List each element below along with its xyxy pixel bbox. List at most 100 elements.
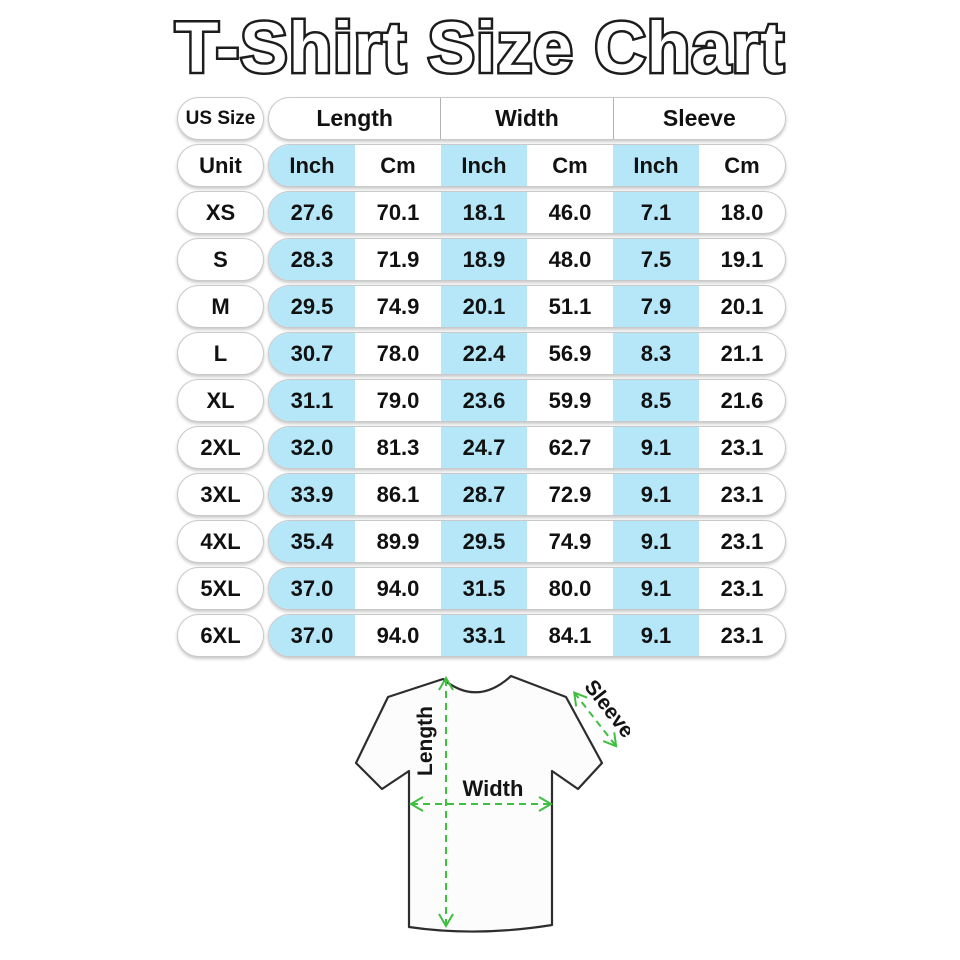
cell: 94.0 xyxy=(376,575,420,601)
cell: 33.1 xyxy=(441,615,527,656)
cell: 20.1 xyxy=(441,286,527,327)
length-label: Length xyxy=(414,706,437,776)
cell: 27.6 xyxy=(269,192,355,233)
cell: 9.1 xyxy=(613,427,699,468)
cell: 23.1 xyxy=(720,528,764,554)
cell: 23.1 xyxy=(720,622,764,648)
cell: 9.1 xyxy=(613,568,699,609)
cell: 9.1 xyxy=(613,474,699,515)
cell: 9.1 xyxy=(613,521,699,562)
table-row: L 30.7 78.0 22.4 56.9 8.3 21.1 xyxy=(177,332,786,375)
unit-cell: Cm xyxy=(552,152,588,178)
table-row: 4XL 35.4 89.9 29.5 74.9 9.1 23.1 xyxy=(177,520,786,563)
cell: 56.9 xyxy=(548,340,592,366)
cell: 62.7 xyxy=(548,434,592,460)
table-row: 6XL 37.0 94.0 33.1 84.1 9.1 23.1 xyxy=(177,614,786,657)
tshirt-diagram: Length Width Sleeve xyxy=(354,674,630,933)
table-row: 2XL 32.0 81.3 24.7 62.7 9.1 23.1 xyxy=(177,426,786,469)
cell: 31.1 xyxy=(269,380,355,421)
value-pill: 37.0 94.0 31.5 80.0 9.1 23.1 xyxy=(268,567,786,610)
group-label-length: Length xyxy=(316,105,393,131)
cell: 46.0 xyxy=(548,199,592,225)
size-label: M xyxy=(177,285,264,328)
cell: 70.1 xyxy=(376,199,420,225)
unit-cell: Inch xyxy=(269,145,355,186)
unit-cell: Inch xyxy=(613,145,699,186)
size-label: S xyxy=(177,238,264,281)
cell: 18.0 xyxy=(720,199,764,225)
size-label: XL xyxy=(177,379,264,422)
title-banner: T-Shirt Size Chart xyxy=(173,7,787,91)
tshirt-outline xyxy=(354,674,604,933)
width-label: Width xyxy=(463,776,524,801)
cell: 7.9 xyxy=(613,286,699,327)
cell: 35.4 xyxy=(269,521,355,562)
cell: 24.7 xyxy=(441,427,527,468)
width-arrow xyxy=(409,796,553,812)
cell: 20.1 xyxy=(720,293,764,319)
cell: 84.1 xyxy=(548,622,592,648)
cell: 59.9 xyxy=(548,387,592,413)
cell: 21.1 xyxy=(720,340,764,366)
cell: 78.0 xyxy=(376,340,420,366)
value-pill: 32.0 81.3 24.7 62.7 9.1 23.1 xyxy=(268,426,786,469)
cell: 29.5 xyxy=(441,521,527,562)
size-label: 2XL xyxy=(177,426,264,469)
value-pill: 28.3 71.9 18.9 48.0 7.5 19.1 xyxy=(268,238,786,281)
group-label-width: Width xyxy=(440,98,612,139)
unit-cells-pill: Inch Cm Inch Cm Inch Cm xyxy=(268,144,786,187)
table-row: XS 27.6 70.1 18.1 46.0 7.1 18.0 xyxy=(177,191,786,234)
cell: 51.1 xyxy=(548,293,592,319)
sleeve-arrow xyxy=(573,691,618,748)
cell: 80.0 xyxy=(548,575,592,601)
cell: 28.3 xyxy=(269,239,355,280)
size-label: 4XL xyxy=(177,520,264,563)
unit-label-pill: Unit xyxy=(177,144,264,187)
cell: 19.1 xyxy=(720,246,764,272)
cell: 30.7 xyxy=(269,333,355,374)
cell: 21.6 xyxy=(720,387,764,413)
cell: 8.3 xyxy=(613,333,699,374)
cell: 74.9 xyxy=(548,528,592,554)
cell: 81.3 xyxy=(376,434,420,460)
cell: 94.0 xyxy=(376,622,420,648)
cell: 28.7 xyxy=(441,474,527,515)
table-row: 5XL 37.0 94.0 31.5 80.0 9.1 23.1 xyxy=(177,567,786,610)
size-label: 5XL xyxy=(177,567,264,610)
cell: 32.0 xyxy=(269,427,355,468)
value-pill: 33.9 86.1 28.7 72.9 9.1 23.1 xyxy=(268,473,786,516)
size-label: 3XL xyxy=(177,473,264,516)
group-header-pill: Length Width Sleeve xyxy=(268,97,786,140)
unit-cell: Cm xyxy=(724,152,760,178)
value-pill: 27.6 70.1 18.1 46.0 7.1 18.0 xyxy=(268,191,786,234)
table-header-row: US Size Length Width Sleeve xyxy=(177,97,786,140)
cell: 7.5 xyxy=(613,239,699,280)
cell: 9.1 xyxy=(613,615,699,656)
cell: 37.0 xyxy=(269,615,355,656)
cell: 23.1 xyxy=(720,481,764,507)
cell: 72.9 xyxy=(548,481,592,507)
length-arrow xyxy=(438,676,454,928)
cell: 7.1 xyxy=(613,192,699,233)
group-label-sleeve: Sleeve xyxy=(612,98,785,139)
table-row: 3XL 33.9 86.1 28.7 72.9 9.1 23.1 xyxy=(177,473,786,516)
cell: 37.0 xyxy=(269,568,355,609)
size-label: XS xyxy=(177,191,264,234)
cell: 79.0 xyxy=(376,387,420,413)
cell: 71.9 xyxy=(376,246,420,272)
cell: 23.1 xyxy=(720,434,764,460)
unit-cell: Inch xyxy=(441,145,527,186)
cell: 22.4 xyxy=(441,333,527,374)
cell: 23.1 xyxy=(720,575,764,601)
corner-header-pill: US Size xyxy=(177,97,264,140)
value-pill: 37.0 94.0 33.1 84.1 9.1 23.1 xyxy=(268,614,786,657)
value-pill: 29.5 74.9 20.1 51.1 7.9 20.1 xyxy=(268,285,786,328)
size-label: L xyxy=(177,332,264,375)
cell: 8.5 xyxy=(613,380,699,421)
cell: 31.5 xyxy=(441,568,527,609)
cell: 48.0 xyxy=(548,246,592,272)
cell: 74.9 xyxy=(376,293,420,319)
value-pill: 30.7 78.0 22.4 56.9 8.3 21.1 xyxy=(268,332,786,375)
table-row: XL 31.1 79.0 23.6 59.9 8.5 21.6 xyxy=(177,379,786,422)
